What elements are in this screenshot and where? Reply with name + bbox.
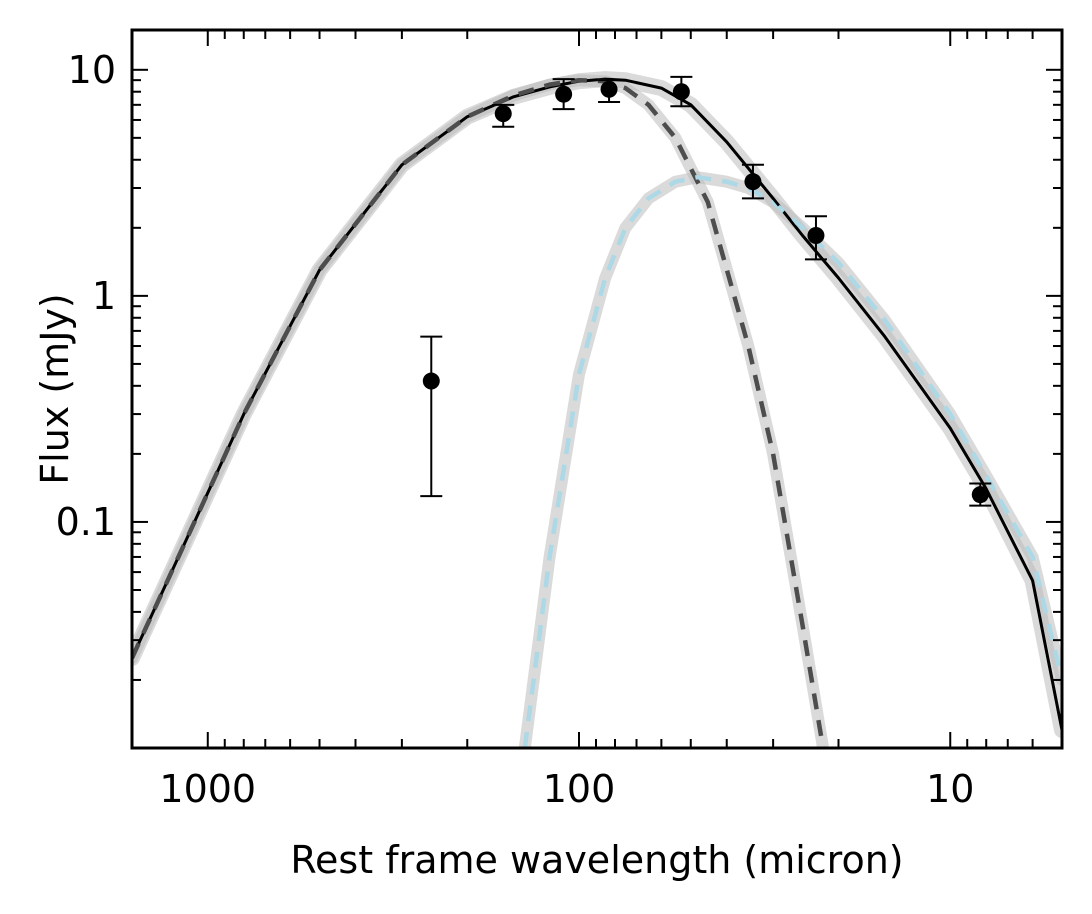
data-marker [807, 226, 825, 244]
x-tick-label-100: 100 [543, 767, 616, 811]
data-points [420, 75, 992, 507]
data-marker [971, 486, 989, 504]
data-point-4 [598, 79, 621, 104]
axes: 1000 100 10 10 1 0.1 [56, 30, 1063, 811]
x-axis-label: Rest frame wavelength (micron) [290, 838, 903, 882]
x-tick-label-10: 10 [926, 767, 974, 811]
y-tick-label-0.1: 0.1 [56, 500, 116, 544]
data-point-5 [670, 75, 693, 108]
total-model-curve [132, 77, 1062, 731]
data-point-8 [969, 482, 992, 507]
data-point-7 [804, 215, 827, 261]
y-tick-label-10: 10 [68, 48, 116, 92]
data-marker [672, 83, 690, 101]
x-tick-label-1000: 1000 [159, 767, 256, 811]
uncertainty-band [132, 71, 1062, 748]
data-point-3 [552, 78, 575, 111]
data-marker [422, 372, 440, 390]
data-marker [555, 85, 573, 103]
data-marker [600, 80, 618, 98]
warm-dust-curve [522, 174, 1062, 748]
plot-frame [130, 28, 1064, 750]
data-point-2 [492, 103, 515, 128]
total-model-tail [689, 103, 1062, 731]
y-axis-label: Flux (mJy) [33, 293, 77, 484]
data-marker [494, 105, 512, 123]
uncertainty-band-total [132, 71, 1062, 739]
uncertainty-band-warm [518, 171, 1062, 748]
cold-dust-curve [132, 77, 826, 748]
model-curves [132, 77, 1062, 748]
y-tick-label-1: 1 [92, 274, 116, 318]
data-point-6 [741, 163, 764, 200]
data-marker [744, 173, 762, 191]
data-point-1 [420, 335, 443, 498]
